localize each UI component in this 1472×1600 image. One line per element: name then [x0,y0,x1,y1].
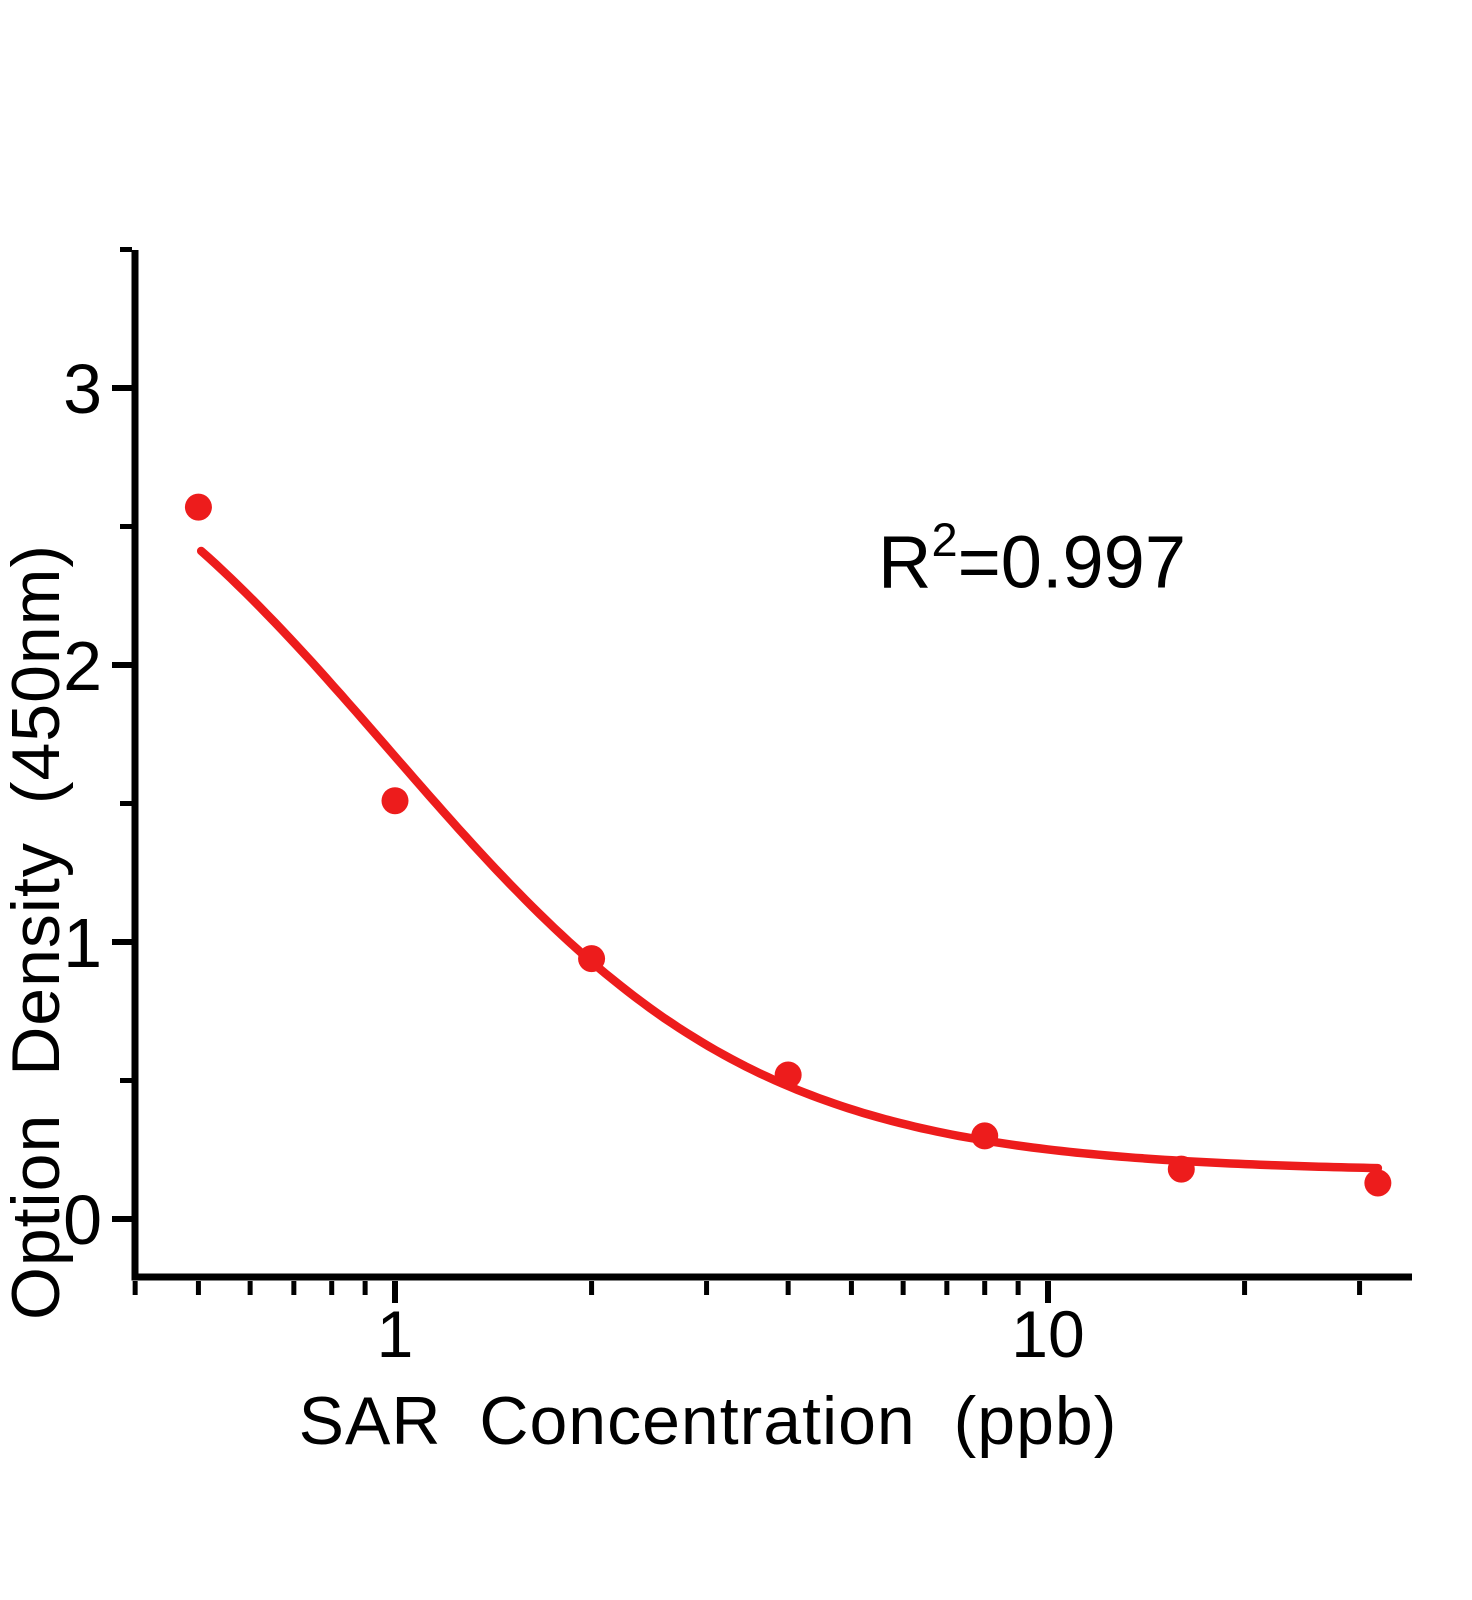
y-tick-label: 1 [63,904,102,982]
data-point [1167,1155,1195,1183]
r-squared-sup: 2 [931,513,958,566]
r-squared-rest: =0.997 [957,520,1186,604]
data-point [1364,1169,1392,1197]
data-point [578,945,606,973]
r-squared-annotation: R2=0.997 [878,513,1186,605]
x-axis-title: SAR Concentration (ppb) [298,1383,1118,1459]
data-point [971,1122,999,1150]
data-point [184,493,212,521]
data-point [381,787,409,815]
y-tick-label: 0 [63,1181,102,1259]
y-tick-label: 3 [63,350,102,428]
y-axis-title: Option Density (450nm) [0,543,74,1321]
x-tick-label: 10 [1011,1297,1084,1371]
y-tick-label: 2 [63,627,102,705]
data-point [774,1061,802,1089]
r-squared-base: R [878,520,932,604]
x-tick-label: 1 [377,1297,414,1371]
